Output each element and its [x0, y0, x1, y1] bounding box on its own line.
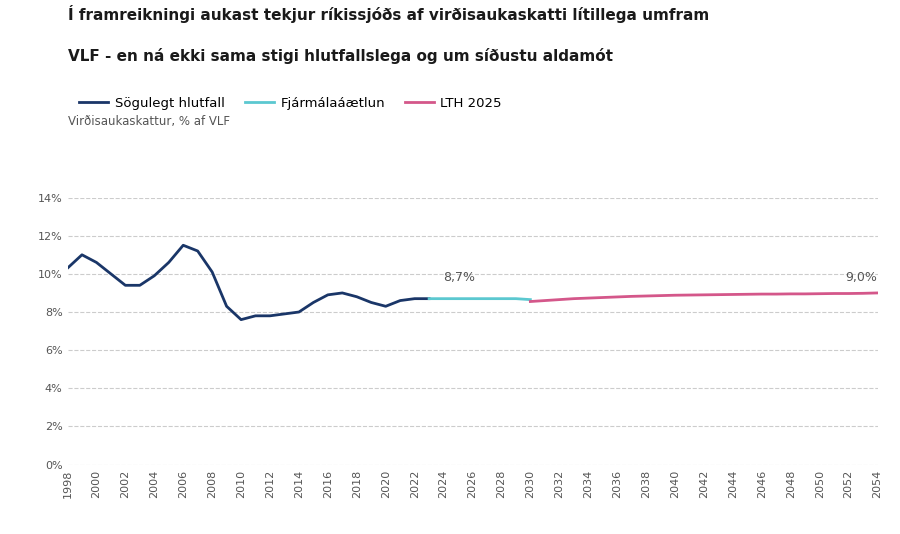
- LTH 2025: [713, 292, 724, 298]
- Sögulegt hlutfall: [337, 290, 347, 296]
- Fjármálaáætlun: [424, 295, 435, 302]
- Fjármálaáætlun: [496, 295, 507, 302]
- Sögulegt hlutfall: [351, 294, 362, 300]
- Sögulegt hlutfall: [62, 265, 73, 271]
- Sögulegt hlutfall: [120, 282, 130, 288]
- Legend: Sögulegt hlutfall, Fjármálaáætlun, LTH 2025: Sögulegt hlutfall, Fjármálaáætlun, LTH 2…: [74, 92, 507, 115]
- LTH 2025: [786, 290, 796, 297]
- LTH 2025: [612, 294, 623, 300]
- Text: Virðisaukaskattur, % af VLF: Virðisaukaskattur, % af VLF: [68, 115, 230, 128]
- Sögulegt hlutfall: [236, 317, 247, 323]
- Sögulegt hlutfall: [178, 242, 189, 248]
- Sögulegt hlutfall: [279, 311, 290, 317]
- Text: Í framreikningi aukast tekjur ríkissjóðs af virðisaukaskatti lítillega umfram: Í framreikningi aukast tekjur ríkissjóðs…: [68, 5, 709, 23]
- LTH 2025: [641, 293, 652, 299]
- Sögulegt hlutfall: [366, 299, 377, 305]
- Sögulegt hlutfall: [322, 292, 333, 298]
- Text: 9,0%: 9,0%: [846, 271, 878, 284]
- Fjármálaáætlun: [510, 295, 521, 302]
- LTH 2025: [829, 290, 840, 297]
- Sögulegt hlutfall: [410, 295, 420, 302]
- Sögulegt hlutfall: [105, 271, 116, 277]
- LTH 2025: [872, 290, 883, 296]
- LTH 2025: [670, 292, 680, 299]
- Sögulegt hlutfall: [148, 272, 159, 279]
- Fjármálaáætlun: [438, 295, 449, 302]
- LTH 2025: [626, 293, 637, 300]
- LTH 2025: [698, 292, 709, 298]
- Sögulegt hlutfall: [164, 259, 175, 265]
- Sögulegt hlutfall: [424, 295, 435, 302]
- LTH 2025: [727, 291, 738, 297]
- Fjármálaáætlun: [482, 295, 492, 302]
- LTH 2025: [800, 290, 811, 297]
- Sögulegt hlutfall: [76, 252, 87, 258]
- Sögulegt hlutfall: [221, 303, 232, 310]
- Sögulegt hlutfall: [381, 303, 392, 310]
- LTH 2025: [554, 296, 564, 303]
- Line: LTH 2025: LTH 2025: [530, 293, 878, 302]
- Sögulegt hlutfall: [293, 309, 304, 315]
- Fjármálaáætlun: [453, 295, 464, 302]
- LTH 2025: [684, 292, 695, 298]
- LTH 2025: [771, 291, 782, 297]
- Fjármálaáætlun: [525, 296, 535, 303]
- Sögulegt hlutfall: [91, 259, 102, 265]
- Sögulegt hlutfall: [207, 269, 218, 275]
- LTH 2025: [598, 294, 608, 301]
- Line: Sögulegt hlutfall: Sögulegt hlutfall: [68, 245, 429, 320]
- LTH 2025: [756, 291, 767, 297]
- LTH 2025: [814, 290, 825, 297]
- Line: Fjármálaáætlun: Fjármálaáætlun: [429, 299, 530, 300]
- LTH 2025: [569, 295, 580, 302]
- Sögulegt hlutfall: [193, 248, 203, 254]
- LTH 2025: [742, 291, 752, 297]
- LTH 2025: [843, 290, 854, 297]
- Sögulegt hlutfall: [395, 297, 406, 304]
- Sögulegt hlutfall: [308, 299, 319, 305]
- Sögulegt hlutfall: [265, 312, 275, 319]
- LTH 2025: [539, 297, 550, 304]
- LTH 2025: [525, 299, 535, 305]
- Sögulegt hlutfall: [134, 282, 145, 288]
- LTH 2025: [858, 290, 868, 296]
- LTH 2025: [655, 293, 666, 299]
- Text: VLF - en ná ekki sama stigi hlutfallslega og um síðustu aldamót: VLF - en ná ekki sama stigi hlutfallsleg…: [68, 48, 613, 64]
- Fjármálaáætlun: [467, 295, 478, 302]
- Text: 8,7%: 8,7%: [444, 271, 475, 284]
- Sögulegt hlutfall: [250, 312, 261, 319]
- LTH 2025: [583, 295, 594, 301]
